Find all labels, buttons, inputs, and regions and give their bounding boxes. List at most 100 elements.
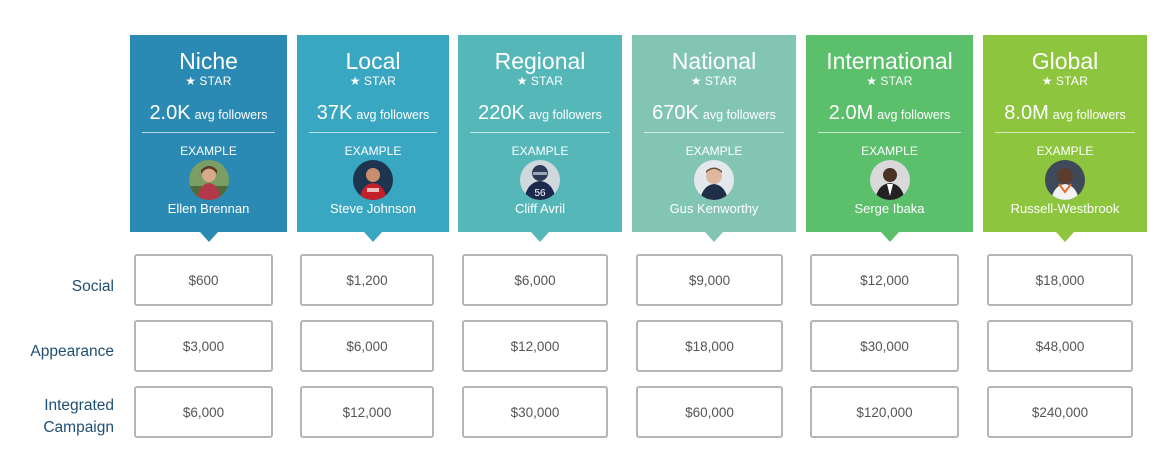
tier-star-line: ★ STAR <box>632 74 796 88</box>
pointer-arrow <box>880 232 899 242</box>
avatar: 56 <box>520 160 560 200</box>
example-label: EXAMPLE <box>1036 144 1094 158</box>
followers-count: 2.0K <box>149 102 191 124</box>
tier-name: Local <box>345 48 401 74</box>
tier-followers: 2.0K avg followers <box>130 101 287 127</box>
example-person-name: Ellen Brennan <box>167 201 250 216</box>
row-label-appearance: Appearance <box>30 341 114 363</box>
tier-star-line: ★ STAR <box>458 74 622 88</box>
tier-star-label: STAR <box>704 74 738 88</box>
followers-unit: avg followers <box>702 108 776 122</box>
svg-text:56: 56 <box>534 188 546 199</box>
row-label-line: Campaign <box>43 419 114 436</box>
tier-card-regional: Regional ★ STAR 220K avg followers EXAMPLE… <box>458 35 622 242</box>
tier-star-label: STAR <box>880 74 913 88</box>
price-cell: $60,000 <box>636 386 783 438</box>
followers-count: 220K <box>478 102 525 124</box>
star-icon: ★ <box>690 74 702 88</box>
tier-followers: 37K avg followers <box>297 101 449 127</box>
example-person-name: Gus Kenworthy <box>669 201 759 216</box>
tier-divider <box>818 132 961 133</box>
pointer-arrow <box>531 232 549 242</box>
example-label: EXAMPLE <box>180 144 237 158</box>
tier-divider <box>470 132 610 133</box>
example-label: EXAMPLE <box>685 144 743 158</box>
price-cell: $18,000 <box>987 254 1133 306</box>
price-cell: $30,000 <box>810 320 959 372</box>
avatar <box>188 160 229 200</box>
example-person-name: Serge Ibaka <box>854 201 925 216</box>
tier-divider <box>142 132 275 133</box>
avatar <box>694 160 734 200</box>
price-cell: $6,000 <box>462 254 608 306</box>
star-icon: ★ <box>1041 74 1053 88</box>
tier-star-label: STAR <box>363 74 397 88</box>
followers-count: 8.0M <box>1004 102 1049 124</box>
tier-star-line: ★ STAR <box>983 74 1147 88</box>
row-label-integrated-campaign: Integrated Campaign <box>43 395 114 439</box>
tier-name: National <box>671 48 757 74</box>
price-cell: $120,000 <box>810 386 959 438</box>
tier-card-international: International ★ STAR 2.0M avg followers EX… <box>806 35 973 242</box>
followers-count: 670K <box>652 102 699 124</box>
tier-star-label: STAR <box>199 74 232 88</box>
pointer-arrow <box>1056 232 1074 242</box>
price-cell: $12,000 <box>810 254 959 306</box>
row-label-line: Integrated <box>44 397 114 414</box>
avatar <box>353 160 393 200</box>
tier-card-niche: Niche ★ STAR 2.0K avg followers EXAMPLE El… <box>130 35 287 242</box>
tier-star-line: ★ STAR <box>297 74 449 88</box>
price-cell: $9,000 <box>636 254 783 306</box>
pointer-arrow <box>705 232 723 242</box>
star-icon: ★ <box>349 74 361 88</box>
price-cell: $1,200 <box>300 254 434 306</box>
pointer-arrow <box>364 232 382 242</box>
followers-count: 37K <box>316 102 353 124</box>
example-person-name: Steve Johnson <box>329 201 416 216</box>
price-cell: $48,000 <box>987 320 1133 372</box>
tier-name: Global <box>1031 48 1099 74</box>
row-label-line: Social <box>71 278 114 295</box>
example-label: EXAMPLE <box>511 144 569 158</box>
price-cell: $600 <box>134 254 273 306</box>
tier-card-local: Local ★ STAR 37K avg followers EXAMPLE Ste… <box>297 35 449 242</box>
tier-followers: 8.0M avg followers <box>983 101 1147 127</box>
tier-followers: 670K avg followers <box>632 101 796 127</box>
price-cell: $12,000 <box>300 386 434 438</box>
followers-unit: avg followers <box>194 108 268 122</box>
example-person-name: Cliff Avril <box>514 201 566 216</box>
tier-divider <box>995 132 1135 133</box>
star-icon: ★ <box>185 74 197 88</box>
followers-unit: avg followers <box>356 108 430 122</box>
tier-followers: 2.0M avg followers <box>806 101 973 127</box>
example-label: EXAMPLE <box>861 144 918 158</box>
tier-divider <box>644 132 784 133</box>
price-cell: $30,000 <box>462 386 608 438</box>
tier-star-line: ★ STAR <box>806 74 973 88</box>
star-icon: ★ <box>866 74 878 88</box>
row-label-line: Appearance <box>30 343 114 360</box>
tier-star-line: ★ STAR <box>130 74 287 88</box>
example-person-name: Russell-Westbrook <box>1010 201 1120 216</box>
avatar <box>1045 160 1085 200</box>
price-cell: $6,000 <box>300 320 434 372</box>
tier-star-label: STAR <box>1055 74 1089 88</box>
followers-unit: avg followers <box>877 108 951 122</box>
tier-star-label: STAR <box>530 74 564 88</box>
tier-card-global: Global ★ STAR 8.0M avg followers EXAMPLE R… <box>983 35 1147 242</box>
tier-name: International <box>826 48 953 74</box>
followers-unit: avg followers <box>1052 108 1126 122</box>
price-cell: $6,000 <box>134 386 273 438</box>
followers-count: 2.0M <box>828 102 874 124</box>
tier-card-national: National ★ STAR 670K avg followers EXAMPLE… <box>632 35 796 242</box>
price-cell: $3,000 <box>134 320 273 372</box>
price-cell: $240,000 <box>987 386 1133 438</box>
row-label-social: Social <box>72 276 114 298</box>
tier-followers: 220K avg followers <box>458 101 622 127</box>
pointer-arrow <box>199 232 218 242</box>
followers-unit: avg followers <box>528 108 602 122</box>
star-icon: ★ <box>516 74 528 88</box>
price-cell: $12,000 <box>462 320 608 372</box>
example-label: EXAMPLE <box>344 144 402 158</box>
tier-divider <box>309 132 437 133</box>
